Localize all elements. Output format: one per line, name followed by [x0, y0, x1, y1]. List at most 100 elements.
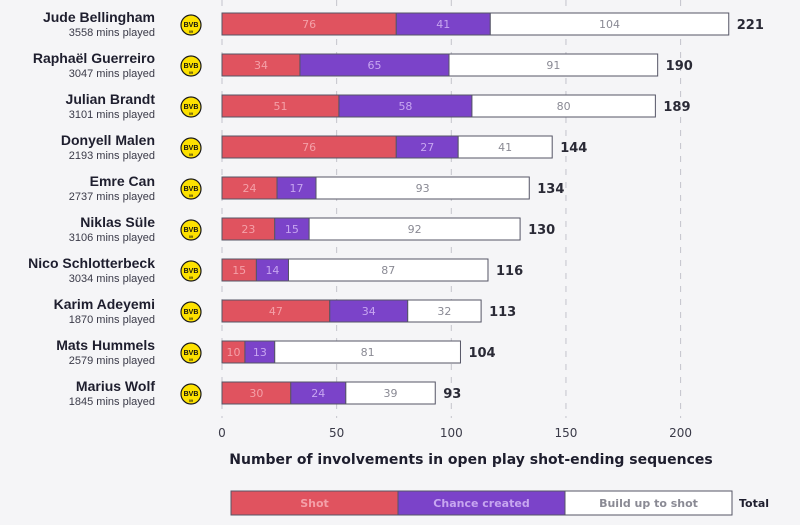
badge-subtext: 09 [189, 358, 193, 362]
badge-text: BVB [184, 186, 199, 193]
segment-label-chance: 17 [290, 182, 304, 195]
legend-label-shot: Shot [300, 497, 329, 510]
total-label: 116 [496, 264, 523, 279]
segment-label-shot: 51 [273, 100, 287, 113]
badge-text: BVB [184, 268, 199, 275]
legend-swatch-chance [397, 490, 566, 516]
segment-label-build: 32 [437, 305, 451, 318]
player-name: Niklas Süle [80, 214, 155, 230]
badge-text: BVB [184, 391, 199, 398]
segment-label-chance: 27 [420, 141, 434, 154]
player-name: Marius Wolf [76, 378, 155, 394]
badge-subtext: 09 [189, 112, 193, 116]
badge-text: BVB [184, 104, 199, 111]
badge-circle [180, 96, 202, 118]
segment-label-shot: 76 [302, 141, 316, 154]
total-label: 93 [443, 387, 461, 402]
segment-label-shot: 24 [243, 182, 257, 195]
bar-segment-build [448, 53, 659, 77]
segment-label-chance: 58 [398, 100, 412, 113]
badge-circle [180, 260, 202, 282]
total-label: 144 [560, 141, 587, 156]
player-name: Emre Can [90, 173, 155, 189]
total-label: 221 [737, 18, 764, 33]
bar-segment-build [287, 258, 489, 282]
badge-text: BVB [184, 145, 199, 152]
x-tick-label: 0 [218, 426, 226, 440]
player-name: Raphaël Guerreiro [33, 50, 155, 66]
segment-label-chance: 34 [362, 305, 376, 318]
bar-segment-build [274, 340, 461, 364]
legend: Shot Chance created Build up to shot Total [230, 490, 769, 516]
badge-subtext: 09 [189, 235, 193, 239]
x-axis: 0 50 100 150 200 [218, 426, 692, 440]
legend-label-chance: Chance created [433, 497, 529, 510]
badge-text: BVB [184, 227, 199, 234]
segment-label-shot: 23 [241, 223, 255, 236]
minutes-played: 2193 mins played [69, 150, 155, 162]
badge-subtext: 09 [189, 153, 193, 157]
bar-segment-build [315, 176, 530, 200]
legend-label-build: Build up to shot [599, 497, 698, 510]
player-name: Jude Bellingham [43, 9, 155, 25]
minutes-played: 1870 mins played [69, 314, 155, 326]
segment-label-chance: 65 [367, 59, 381, 72]
badge-text: BVB [184, 309, 199, 316]
segment-label-chance: 24 [311, 387, 325, 400]
segment-label-build: 93 [416, 182, 430, 195]
segment-label-build: 87 [381, 264, 395, 277]
segment-label-shot: 30 [249, 387, 263, 400]
segment-label-chance: 15 [285, 223, 299, 236]
minutes-played: 3047 mins played [69, 68, 155, 80]
segment-label-shot: 34 [254, 59, 268, 72]
bar-segment-build [489, 12, 730, 36]
badge-circle [180, 137, 202, 159]
badge-subtext: 09 [189, 276, 193, 280]
segment-label-chance: 13 [253, 346, 267, 359]
minutes-played: 3034 mins played [69, 273, 155, 285]
segment-label-build: 80 [557, 100, 571, 113]
total-label: 130 [528, 223, 555, 238]
bar-segment-build [407, 299, 482, 323]
segment-label-shot: 10 [226, 346, 240, 359]
minutes-played: 2579 mins played [69, 355, 155, 367]
total-label: 190 [666, 59, 693, 74]
badge-circle [180, 383, 202, 405]
badge-subtext: 09 [189, 71, 193, 75]
minutes-played: 1845 mins played [69, 396, 155, 408]
player-name: Julian Brandt [66, 91, 156, 107]
minutes-played: 3558 mins played [69, 27, 155, 39]
total-label: 189 [663, 100, 690, 115]
segment-label-build: 104 [599, 18, 620, 31]
segment-label-chance: 41 [436, 18, 450, 31]
minutes-played: 3106 mins played [69, 232, 155, 244]
segment-label-build: 91 [546, 59, 560, 72]
x-tick-label: 150 [554, 426, 577, 440]
badge-circle [180, 178, 202, 200]
legend-swatch-build [564, 490, 733, 516]
badge-subtext: 09 [189, 30, 193, 34]
x-tick-label: 100 [440, 426, 463, 440]
badge-text: BVB [184, 350, 199, 357]
player-name: Karim Adeyemi [54, 296, 155, 312]
badge-circle [180, 55, 202, 77]
total-label: 134 [537, 182, 564, 197]
segment-label-shot: 76 [302, 18, 316, 31]
segment-label-build: 92 [408, 223, 422, 236]
